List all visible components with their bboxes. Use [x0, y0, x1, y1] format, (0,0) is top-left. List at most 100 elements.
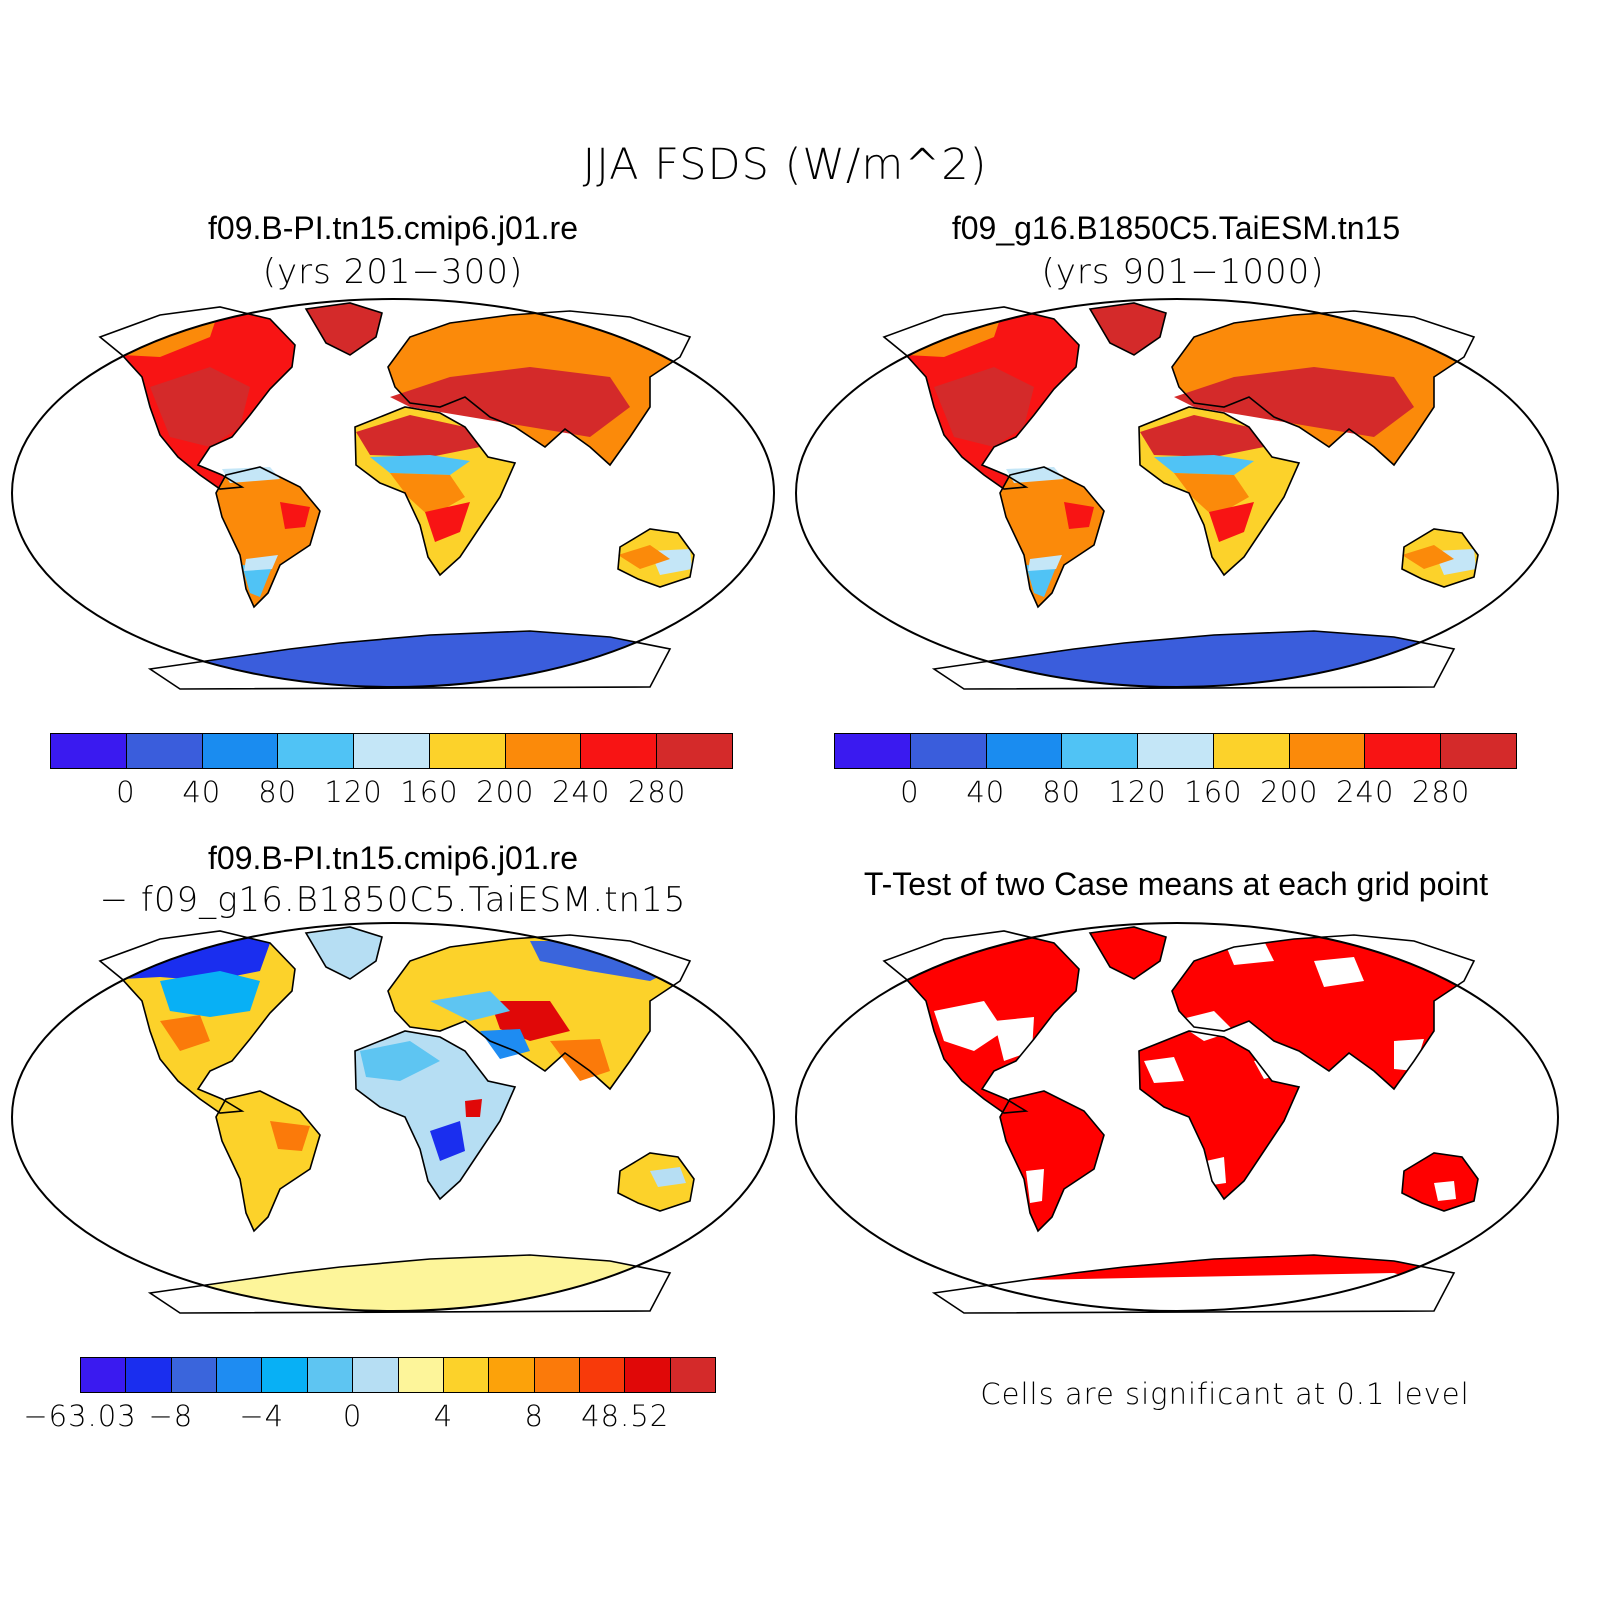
nonsignificant-area — [934, 1001, 1004, 1051]
map-ttest — [795, 922, 1559, 1314]
fsds-colorbar-label: 0 — [900, 775, 920, 809]
australia-coastline — [1401, 1152, 1479, 1212]
diff-shading — [465, 1099, 482, 1117]
fsds-colorbar-label: 80 — [1042, 775, 1082, 809]
colorbar-case2 — [834, 733, 1517, 769]
coastline-layer — [98, 302, 695, 690]
fsds-colorbar-cell — [126, 734, 203, 768]
ttest-note: Cells are significant at 0.1 level — [980, 1377, 1470, 1411]
fsds-shading — [244, 555, 278, 571]
map-case2 — [795, 298, 1559, 690]
fsds-colorbar-label: 280 — [1411, 775, 1471, 809]
diff-subtitle: − f09_g16.B1850C5.TaiESM.tn15 — [99, 880, 687, 920]
diff-shading — [270, 1121, 310, 1151]
greenland-fill — [306, 303, 382, 355]
diff-shading — [480, 1029, 530, 1059]
fsds-colorbar-cell — [581, 734, 658, 768]
fsds-colorbar-cell — [1138, 734, 1214, 768]
northAmerica-coastline — [882, 306, 1080, 490]
fsds-shading — [242, 565, 272, 597]
diff-colorbar-cell — [81, 1358, 127, 1392]
africa-coastline — [354, 406, 517, 577]
southAmerica-coastline — [999, 1090, 1105, 1233]
diff-colorbar-cell — [489, 1358, 535, 1392]
greenland-significant — [1090, 927, 1166, 979]
australia-coastline — [617, 1152, 695, 1212]
fsds-colorbar-label: 160 — [400, 775, 459, 809]
nonsignificant-area — [1174, 1011, 1234, 1041]
case2-subtitle: (yrs 901−1000) — [1041, 252, 1325, 292]
africa-coastline — [1138, 1030, 1301, 1201]
africa-coastline — [1138, 406, 1301, 577]
fsds-colorbar-label: 80 — [258, 775, 298, 809]
southAmerica-coastline — [215, 466, 321, 609]
diff-shading — [550, 1039, 610, 1081]
diff-colorbar-cell — [398, 1358, 444, 1392]
fsds-colorbar-cell — [1213, 734, 1290, 768]
fsds-colorbar-cell — [1441, 734, 1517, 768]
fsds-shading — [280, 502, 310, 529]
nonsignificant-area — [1026, 1169, 1044, 1203]
fsds-colorbar-cell — [986, 734, 1063, 768]
africa-coastline — [354, 1030, 517, 1201]
fsds-shading — [618, 545, 670, 569]
fsds-colorbar-label: 40 — [182, 775, 222, 809]
fsds-colorbar-cell — [657, 734, 733, 768]
northAmerica-coastline — [98, 306, 296, 490]
ttest-title: T-Test of two Case means at each grid po… — [863, 866, 1489, 902]
fsds-shading — [1028, 555, 1062, 571]
fsds-colorbar-cell — [1365, 734, 1442, 768]
fsds-colorbar-label: 40 — [966, 775, 1006, 809]
fsds-shading — [390, 367, 630, 437]
diff-colorbar-label: −8 — [148, 1399, 194, 1433]
diff-colorbar-label: 8 — [524, 1399, 545, 1433]
fsds-shading — [1402, 545, 1454, 569]
fsds-colorbar-cell — [278, 734, 355, 768]
fsds-colorbar-label: 200 — [476, 775, 535, 809]
southAmerica-coastline — [999, 466, 1105, 609]
coastline-layer — [98, 926, 695, 1314]
fsds-shading — [425, 502, 470, 542]
fsds-shading — [1064, 502, 1094, 529]
greenland-coastline — [304, 926, 383, 980]
australia-significant — [1402, 1153, 1478, 1211]
fsds-colorbar-cell — [1062, 734, 1139, 768]
fsds-shading — [1174, 367, 1414, 437]
diff-colorbar-label: 48.52 — [581, 1399, 670, 1433]
diff-colorbar-cell — [625, 1358, 671, 1392]
case1-subtitle: (yrs 201−300) — [262, 252, 524, 292]
greenland-fill — [1090, 303, 1166, 355]
figure-title: JJA FSDS (W/m^2) — [582, 140, 988, 190]
case2-title: f09_g16.B1850C5.TaiESM.tn15 — [951, 210, 1401, 246]
antarctica-coastline — [147, 630, 672, 690]
fsds-colorbar-label: 240 — [552, 775, 611, 809]
northAmerica-coastline — [98, 930, 296, 1114]
diff-colorbar-cell — [307, 1358, 354, 1392]
diff-colorbar-cell — [443, 1358, 490, 1392]
fsds-shading — [222, 467, 280, 483]
nonsignificant-area — [1314, 957, 1364, 987]
fsds-colorbar-cell — [354, 734, 430, 768]
fsds-colorbar-cell — [505, 734, 582, 768]
colorbar-case1 — [50, 733, 733, 769]
nonsignificant-area — [1144, 1057, 1184, 1083]
diff-colorbar-label: 0 — [342, 1399, 363, 1433]
fsds-shading — [1174, 473, 1249, 517]
greenland-fill — [306, 927, 382, 979]
fsds-colorbar-label: 120 — [324, 775, 383, 809]
map-border — [795, 298, 1559, 688]
antarctica-coastline — [147, 1254, 672, 1314]
nonsignificant-area — [1394, 1039, 1424, 1071]
fsds-colorbar-cell — [835, 734, 911, 768]
fsds-shading — [1140, 415, 1264, 457]
coastline-layer — [882, 302, 1479, 690]
fsds-colorbar-cell — [429, 734, 506, 768]
diff-colorbar-cell — [126, 1358, 172, 1392]
diff-colorbar-cell — [217, 1358, 263, 1392]
diff-colorbar-cell — [534, 1358, 580, 1392]
diff-shading — [160, 971, 260, 1017]
fsds-shading — [1026, 565, 1056, 597]
coastline-layer — [882, 926, 1479, 1314]
fsds-shading — [934, 367, 1034, 447]
fsds-shading — [390, 473, 465, 517]
